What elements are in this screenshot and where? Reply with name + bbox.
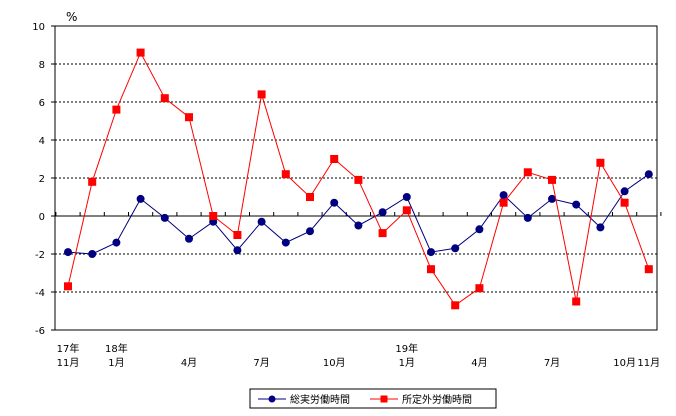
x-tick-label-month: 10月: [323, 357, 346, 369]
data-point: [112, 238, 121, 247]
data-point: [257, 217, 266, 226]
axes: [51, 25, 662, 331]
data-point: [596, 158, 605, 167]
legend: 総実労働時間 所定外労働時間: [249, 388, 497, 409]
data-point: [160, 213, 169, 222]
x-tick-label-month: 4月: [181, 357, 197, 369]
data-point: [451, 301, 460, 310]
data-point: [572, 297, 581, 306]
x-tick-label-month: 11月: [637, 357, 660, 369]
data-point: [548, 175, 556, 184]
x-tick-label-month: 7月: [253, 357, 269, 369]
data-point: [160, 94, 169, 103]
x-tick-label-year: 19年: [395, 342, 418, 355]
series-2: [64, 48, 653, 310]
y-tick-label: 8: [39, 60, 45, 71]
legend-label: 所定外労働時間: [402, 393, 472, 406]
data-point: [330, 155, 339, 163]
data-point: [306, 193, 314, 201]
data-point: [185, 234, 193, 243]
data-point: [185, 113, 193, 122]
series-1: [64, 170, 653, 258]
data-point: [281, 170, 290, 179]
x-tick-label-month: 1月: [399, 357, 415, 369]
data-point: [378, 229, 387, 238]
data-point: [354, 175, 363, 184]
data-point: [644, 265, 653, 274]
y-tick-label: -2: [35, 250, 45, 261]
series-line: [67, 173, 650, 255]
legend-label: 総実労働時間: [290, 393, 350, 406]
data-point: [233, 246, 242, 255]
data-point: [523, 168, 532, 177]
y-tick-label: -6: [35, 326, 45, 337]
y-tick-label: 4: [39, 136, 45, 147]
y-tick-label: 2: [39, 174, 45, 185]
data-point: [427, 265, 435, 274]
y-tick-label: -4: [35, 288, 45, 299]
data-point: [378, 208, 387, 217]
x-tick-label-year: 17年: [57, 342, 80, 355]
data-point: [64, 248, 72, 257]
x-tick-label-month: 11月: [57, 357, 80, 369]
x-tick-label-month: 1月: [108, 357, 124, 369]
data-point: [209, 212, 218, 220]
y-tick-label: 0: [39, 212, 45, 223]
y-axis-unit-label: %: [66, 10, 77, 24]
data-point: [354, 221, 363, 230]
data-point: [451, 244, 460, 253]
y-tick-label: 6: [39, 98, 45, 109]
data-point: [233, 231, 242, 239]
data-point: [499, 191, 508, 200]
legend-marker: [268, 395, 276, 403]
data-point: [402, 193, 411, 201]
data-point: [64, 282, 72, 291]
data-point: [644, 170, 653, 179]
data-point: [620, 198, 629, 207]
data-point: [330, 198, 339, 207]
data-point: [499, 198, 508, 207]
legend-item-2: 所定外労働時間: [370, 393, 472, 406]
data-point: [281, 238, 290, 247]
x-tick-label-month: 4月: [471, 357, 487, 369]
data-point: [620, 187, 629, 196]
x-tick-label-month: 10月: [613, 357, 636, 369]
data-point: [112, 105, 121, 114]
data-point: [548, 194, 556, 203]
data-point: [88, 250, 97, 258]
data-point: [88, 177, 97, 186]
data-point: [136, 48, 145, 57]
data-point: [475, 284, 484, 293]
data-point: [136, 194, 145, 203]
data-point: [306, 227, 314, 236]
data-point: [427, 248, 435, 257]
data-point: [402, 206, 411, 215]
data-point: [523, 213, 532, 222]
data-point: [596, 223, 605, 232]
y-tick-labels: -6 -4 -2 0 2 4 6 8 10: [32, 22, 45, 337]
series-group: [64, 48, 653, 310]
data-point: [257, 90, 266, 99]
data-point: [572, 200, 581, 209]
y-tick-label: 10: [32, 22, 45, 33]
legend-marker: [380, 395, 388, 403]
legend-item-1: 総実労働時間: [258, 393, 350, 406]
x-tick-label-year: 18年: [105, 342, 128, 355]
data-point: [475, 225, 484, 234]
x-tick-label-month: 7月: [544, 357, 560, 369]
